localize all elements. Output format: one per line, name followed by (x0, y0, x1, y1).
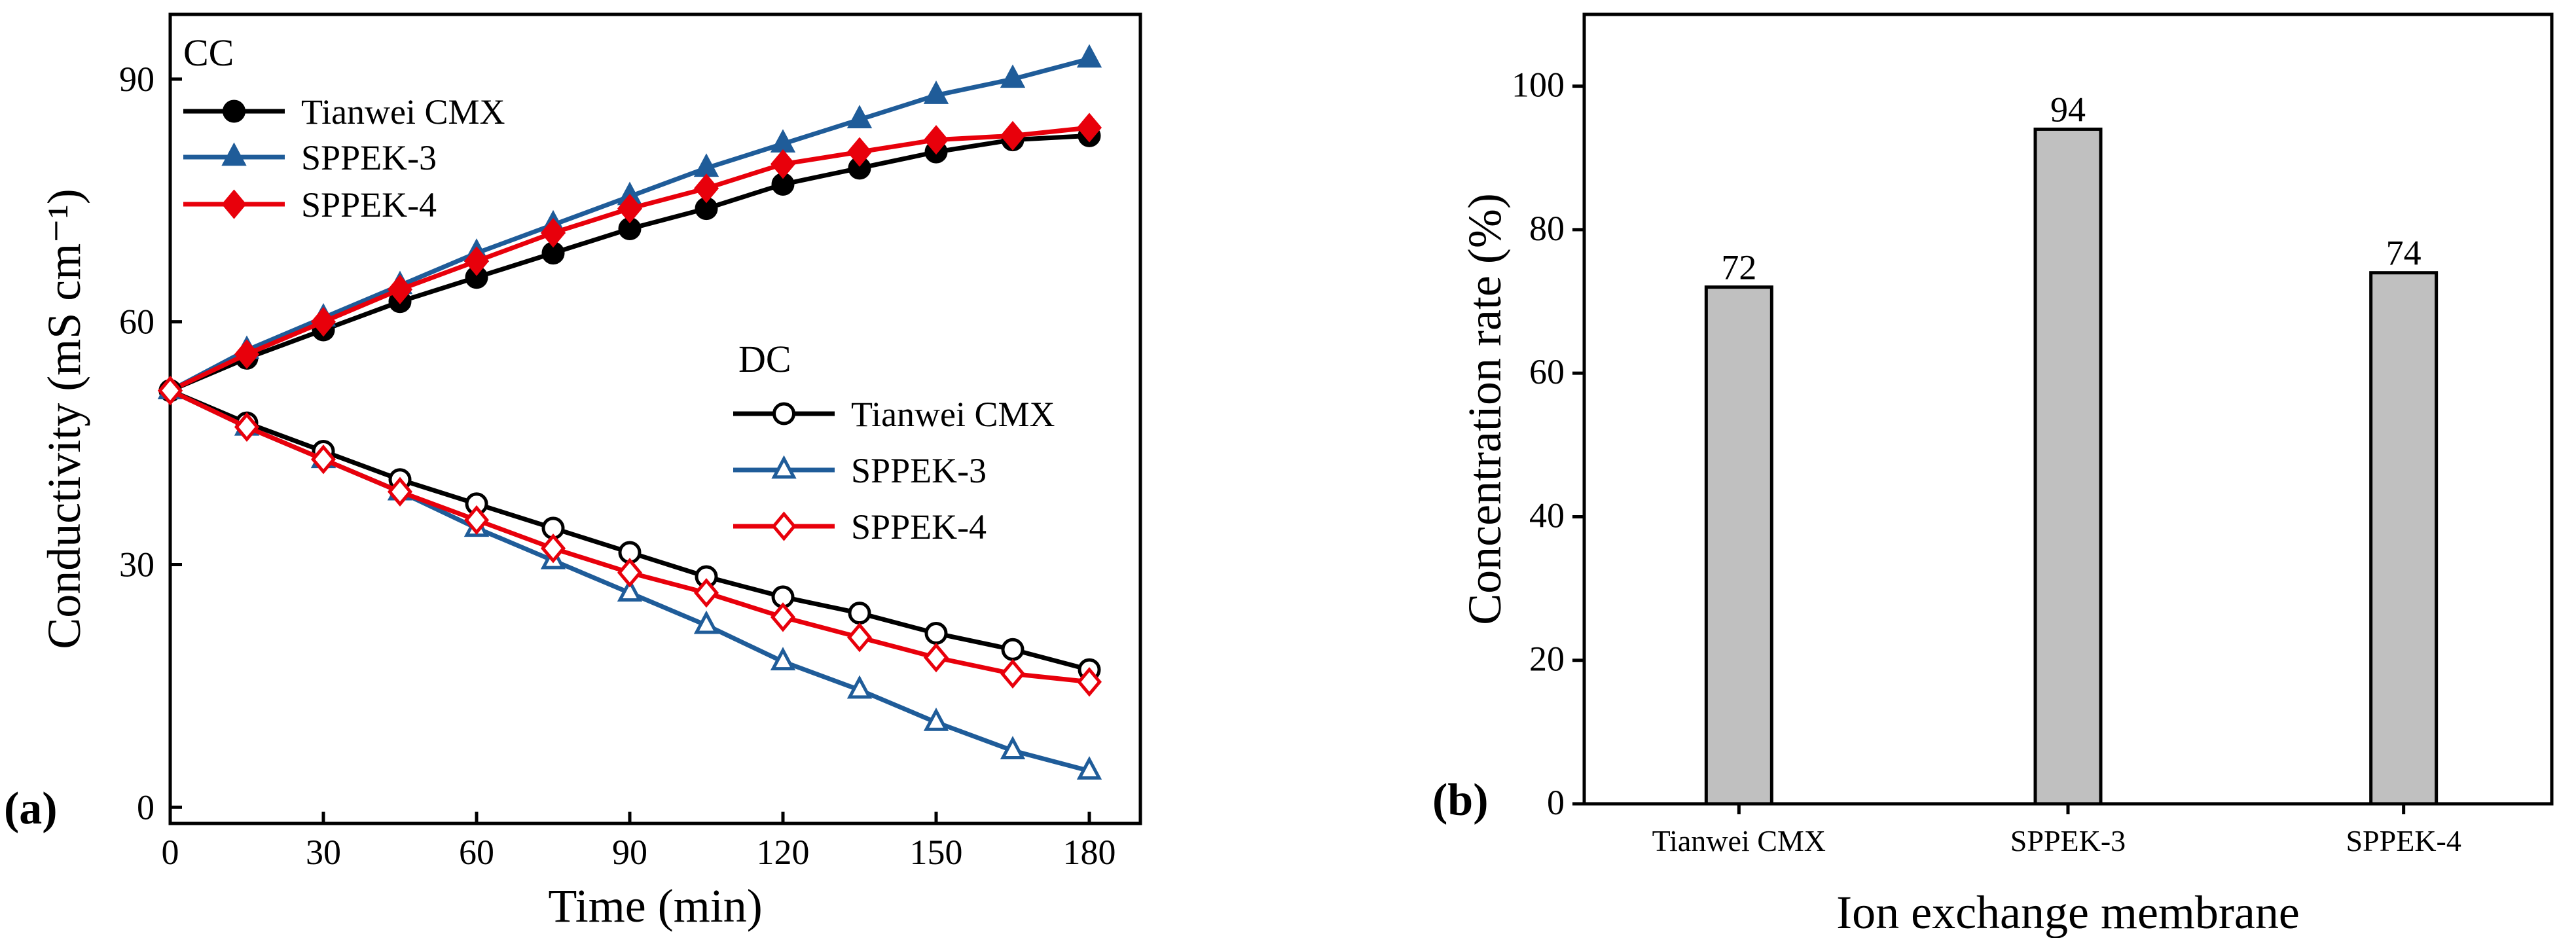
legend-title: CC (183, 31, 234, 74)
data-point (693, 610, 719, 634)
data-point (924, 622, 948, 645)
bar-value-label: 74 (2386, 234, 2422, 273)
panel-a-line-chart: 0 30 60 90 120 150 180 0 30 60 90 Time (min) Conduct… (4, 12, 1142, 932)
data-point (617, 578, 643, 602)
bar (2369, 271, 2439, 806)
x-tick-label: 60 (459, 833, 494, 872)
data-point (846, 675, 873, 699)
bar (2033, 127, 2103, 806)
x-tick-label: 0 (162, 833, 179, 872)
series-dc-sppek-4 (157, 376, 1102, 697)
data-point (770, 602, 796, 632)
data-point (846, 137, 873, 167)
data-point (387, 274, 413, 304)
y-tick-label: 90 (119, 60, 154, 99)
data-point (234, 412, 260, 442)
legend-marker (772, 402, 795, 425)
data-point (848, 602, 871, 625)
data-point (234, 339, 260, 369)
data-point (846, 622, 873, 653)
panel-label: (b) (1432, 775, 1489, 825)
panel-label: (a) (4, 784, 58, 834)
y-tick-label: 20 (1529, 640, 1565, 679)
legend-title: DC (738, 338, 791, 380)
data-point (1000, 736, 1026, 760)
x-tick-label: 90 (612, 833, 647, 872)
x-tick-label: SPPEK-3 (2010, 824, 2126, 857)
data-point (923, 124, 949, 155)
x-axis-title: Ion exchange membrane (1836, 886, 2300, 938)
y-tick-label: 100 (1512, 65, 1565, 105)
data-point (1076, 667, 1102, 697)
y-tick-label: 0 (1547, 783, 1565, 822)
data-point (540, 533, 566, 564)
bar-value-label: 72 (1721, 248, 1756, 287)
x-tick-label: 120 (757, 833, 810, 872)
legend-marker (221, 142, 247, 166)
data-point (770, 149, 796, 179)
data-point (463, 246, 490, 276)
data-point (693, 578, 719, 608)
x-tick-label: SPPEK-4 (2346, 824, 2461, 857)
data-point (923, 707, 949, 731)
y-axis-title: Conductivity (mS cm⁻¹) (38, 189, 90, 649)
data-point (540, 218, 566, 248)
data-point (770, 647, 796, 671)
legend-marker (771, 511, 797, 541)
legend-cc: CC Tianwei CMX SPPEK-3 SPPEK-4 (183, 31, 505, 225)
data-point (1076, 113, 1102, 143)
y-tick-label: 40 (1529, 496, 1565, 535)
x-axis-title: Time (min) (548, 880, 762, 932)
data-point (923, 642, 949, 673)
legend-label: SPPEK-3 (301, 138, 437, 177)
y-tick-label: 60 (1529, 352, 1565, 391)
data-point (387, 477, 413, 507)
y-tick-label: 80 (1529, 209, 1565, 248)
data-point (617, 194, 643, 224)
x-tick-label: 180 (1063, 833, 1116, 872)
data-point (1001, 638, 1025, 661)
panel-b-bar-chart: 0 20 40 60 80 100 72 Tianwei CMX 94 SPPEK-3 74 SPPE… (1432, 12, 2554, 938)
legend-marker (223, 99, 245, 123)
data-point (157, 376, 183, 406)
series-cc-sppek-4 (157, 113, 1102, 406)
y-tick-label: 30 (119, 545, 154, 584)
legend-label: SPPEK-3 (851, 451, 987, 490)
data-point (1076, 756, 1102, 780)
data-point (310, 307, 336, 337)
y-tick-label: 0 (137, 787, 154, 827)
legend-dc: DC Tianwei CMX SPPEK-3 SPPEK-4 (733, 338, 1055, 547)
bar-value-label: 94 (2050, 90, 2086, 129)
y-tick-label: 60 (119, 302, 154, 342)
legend-marker (771, 455, 797, 479)
x-tick-label: 150 (910, 833, 963, 872)
bar (1704, 285, 1773, 806)
data-point (923, 81, 949, 104)
plot-frame (168, 12, 1142, 825)
data-point (1076, 44, 1102, 68)
data-point (1000, 64, 1026, 88)
legend-label: SPPEK-4 (301, 185, 437, 225)
data-point (1000, 658, 1026, 689)
legend-label: Tianwei CMX (851, 395, 1055, 434)
x-tick-label: 30 (306, 833, 341, 872)
data-point (1000, 120, 1026, 151)
data-point (310, 444, 336, 475)
data-point (617, 558, 643, 588)
legend-label: Tianwei CMX (301, 92, 505, 132)
legend-label: SPPEK-4 (851, 507, 987, 547)
data-point (693, 173, 719, 204)
y-axis-title: Concentration rate (%) (1459, 193, 1511, 625)
x-tick-label: Tianwei CMX (1652, 824, 1826, 857)
data-point (846, 105, 873, 128)
data-point (463, 505, 490, 535)
legend-marker (221, 189, 247, 219)
